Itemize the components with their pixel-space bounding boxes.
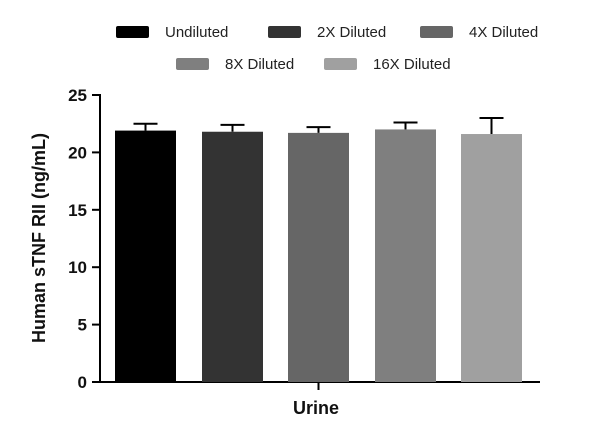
legend-item: 8X Diluted (176, 56, 294, 73)
y-tick-label: 15 (68, 201, 87, 220)
y-tick-label: 20 (68, 143, 87, 162)
bar-group (288, 126, 349, 382)
bar (461, 134, 522, 382)
legend-swatch (116, 26, 149, 38)
bar (115, 130, 176, 382)
y-tick-label: 25 (68, 86, 87, 105)
bars (115, 116, 522, 382)
bar (288, 132, 349, 382)
bar-group (375, 121, 436, 382)
legend-item: 4X Diluted (420, 24, 538, 41)
bar (375, 129, 436, 382)
legend-swatch (176, 58, 209, 70)
legend-item: Undiluted (116, 24, 228, 41)
y-axis-label: Human sTNF RII (ng/mL) (29, 133, 49, 343)
legend-item: 2X Diluted (268, 24, 386, 41)
bar-group (202, 123, 263, 382)
bar (202, 131, 263, 382)
legend-label: 8X Diluted (225, 56, 294, 73)
legend-swatch (268, 26, 301, 38)
y-tick-label: 10 (68, 258, 87, 277)
legend-label: 2X Diluted (317, 24, 386, 41)
y-axis: 0 5 10 15 20 25 (68, 86, 101, 392)
x-axis (99, 381, 540, 390)
legend: Undiluted 2X Diluted 4X Diluted 8X Diluted 1… (116, 24, 538, 73)
y-tick-label: 0 (78, 373, 87, 392)
legend-label: Undiluted (165, 24, 228, 41)
legend-label: 4X Diluted (469, 24, 538, 41)
x-axis-label: Urine (293, 398, 339, 418)
legend-swatch (420, 26, 453, 38)
y-tick-label: 5 (78, 316, 87, 335)
bar-group (115, 122, 176, 382)
legend-item: 16X Diluted (324, 56, 451, 73)
bar-group (461, 116, 522, 382)
legend-label: 16X Diluted (373, 56, 451, 73)
legend-swatch (324, 58, 357, 70)
